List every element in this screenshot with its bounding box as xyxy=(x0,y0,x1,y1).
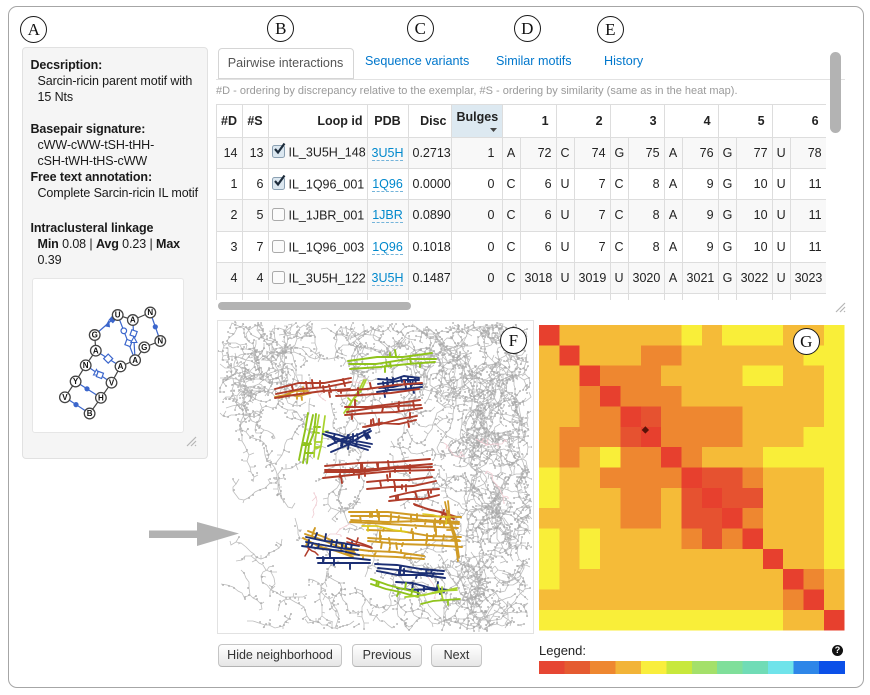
svg-text:N: N xyxy=(147,308,153,317)
svg-text:A: A xyxy=(117,362,123,371)
svg-text:V: V xyxy=(108,378,114,387)
svg-text:B: B xyxy=(86,409,92,418)
svg-text:G: G xyxy=(91,331,97,340)
svg-text:Y: Y xyxy=(72,377,78,386)
svg-text:V: V xyxy=(62,393,68,402)
svg-text:N: N xyxy=(82,361,88,370)
svg-text:A: A xyxy=(92,346,98,355)
svg-text:N: N xyxy=(157,337,163,346)
svg-text:A: A xyxy=(129,316,135,325)
svg-text:G: G xyxy=(141,343,147,352)
svg-text:U: U xyxy=(114,311,120,320)
svg-text:H: H xyxy=(98,393,104,402)
svg-text:A: A xyxy=(132,356,138,365)
